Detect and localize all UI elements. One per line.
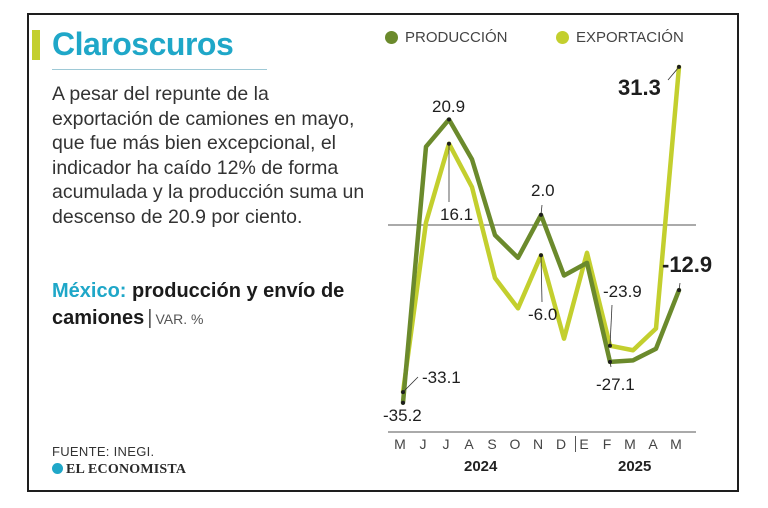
data-label: -27.1 bbox=[596, 375, 635, 394]
x-tick-label: M bbox=[670, 436, 682, 452]
x-tick-label: S bbox=[487, 436, 496, 452]
subtitle-main: producción y envío de camiones bbox=[52, 280, 345, 329]
page-title: Claroscuros bbox=[52, 26, 234, 62]
x-tick-label: A bbox=[648, 436, 658, 452]
x-tick-label: O bbox=[510, 436, 521, 452]
legend-produccion-label: PRODUCCIÓN bbox=[405, 29, 508, 46]
infographic-frame bbox=[27, 13, 739, 492]
data-label: 31.3 bbox=[618, 75, 661, 100]
year-label-2024: 2024 bbox=[464, 458, 498, 475]
data-point-marker bbox=[447, 141, 451, 146]
source-note: FUENTE: INEGI. bbox=[52, 444, 155, 459]
annotation-leader bbox=[609, 304, 613, 346]
legend-produccion-dot-icon bbox=[385, 31, 398, 44]
data-point-marker bbox=[677, 288, 681, 293]
data-label: -23.9 bbox=[603, 282, 642, 301]
x-tick-label: N bbox=[533, 436, 543, 452]
subtitle-country: México: bbox=[52, 280, 127, 302]
data-label: 16.1 bbox=[440, 205, 473, 224]
subtitle-separator: | bbox=[147, 307, 153, 329]
brand-name: EL ECONOMISTA bbox=[66, 462, 187, 477]
subtitle-unit: VAR. % bbox=[155, 311, 204, 327]
data-label: -12.9 bbox=[662, 252, 712, 277]
legend-item-exportacion: EXPORTACIÓN bbox=[556, 29, 684, 46]
legend-item-produccion: PRODUCCIÓN bbox=[385, 29, 508, 46]
data-point-marker bbox=[539, 212, 543, 217]
x-tick-label: F bbox=[603, 436, 612, 452]
data-point-marker bbox=[608, 343, 612, 348]
x-tick-label: J bbox=[420, 436, 427, 452]
x-tick-label: J bbox=[443, 436, 450, 452]
chart-subtitle: México: producción y envío de camiones | V… bbox=[52, 278, 372, 333]
title-accent-bar bbox=[32, 30, 40, 60]
data-label: -35.2 bbox=[383, 406, 422, 425]
data-point-marker bbox=[608, 359, 612, 364]
x-tick-label: M bbox=[624, 436, 636, 452]
annotation-leader bbox=[540, 255, 543, 303]
x-tick-label: A bbox=[464, 436, 474, 452]
x-tick-label: E bbox=[579, 436, 588, 452]
data-point-marker bbox=[447, 117, 451, 122]
annotation-leader bbox=[667, 66, 680, 81]
x-tick-label: D bbox=[556, 436, 566, 452]
description-text: A pesar del repunte de la exportación de… bbox=[52, 83, 365, 228]
annotation-leader bbox=[402, 376, 419, 393]
data-label: 2.0 bbox=[531, 181, 555, 200]
data-label: -6.0 bbox=[528, 305, 557, 324]
brand-dot-icon bbox=[52, 463, 63, 474]
legend-exportacion-label: EXPORTACIÓN bbox=[576, 29, 684, 46]
data-label: -33.1 bbox=[422, 368, 461, 387]
title-underline bbox=[52, 69, 267, 70]
data-point-marker bbox=[677, 64, 681, 69]
data-label: 20.9 bbox=[432, 97, 465, 116]
data-point-marker bbox=[401, 400, 405, 405]
brand-logo: EL ECONOMISTA bbox=[52, 462, 186, 478]
year-label-2025: 2025 bbox=[618, 458, 652, 475]
legend-exportacion-dot-icon bbox=[556, 31, 569, 44]
data-point-marker bbox=[539, 253, 543, 258]
x-tick-label: M bbox=[394, 436, 406, 452]
data-point-marker bbox=[401, 390, 405, 395]
